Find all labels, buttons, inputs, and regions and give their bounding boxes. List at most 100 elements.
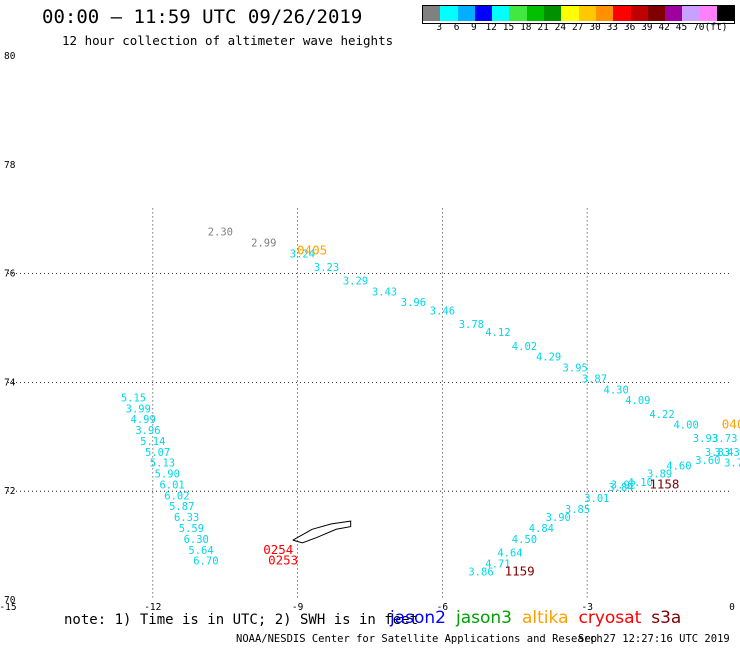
time-label: 0253 — [268, 553, 298, 568]
legend-swatch — [613, 6, 631, 21]
wave-height-label: 3.24 — [290, 248, 315, 260]
legend-swatch — [578, 6, 596, 21]
wave-height-label: 4.22 — [649, 409, 674, 421]
legend-swatch — [699, 6, 718, 21]
satellite-s3a: s3a — [651, 608, 682, 628]
legend-swatch — [474, 6, 493, 21]
wave-height-label: 3.43 — [715, 447, 740, 459]
wave-height-label: 4.30 — [604, 384, 629, 396]
legend-label: 18 — [520, 22, 532, 33]
legend-swatch — [595, 6, 614, 21]
wave-height-label: 3.87 — [582, 373, 607, 385]
satellite-key: jason2 jason3 altika cryosat s3a — [390, 608, 691, 628]
legend-label: 45 — [675, 22, 688, 33]
x-tick-label: -9 — [292, 602, 304, 613]
legend-swatch — [665, 6, 683, 21]
wave-height-label: 3.83 — [705, 447, 730, 459]
legend-swatch — [423, 6, 441, 21]
map-subtitle: 12 hour collection of altimeter wave hei… — [62, 33, 394, 48]
wave-height-label: 3.93 — [693, 433, 718, 445]
wave-height-label: 3.78 — [459, 319, 484, 331]
wave-height-label: 3.96 — [135, 425, 160, 437]
wave-height-label: 3.46 — [430, 305, 455, 317]
legend-swatch — [630, 6, 648, 21]
y-tick-label: 74 — [4, 377, 16, 388]
wave-height-label: 3.72 — [724, 458, 740, 470]
wave-height-label: 4.29 — [536, 352, 561, 364]
wave-height-label: 4.99 — [130, 414, 155, 426]
legend-swatch — [717, 6, 735, 21]
legend-label: 15 — [502, 22, 515, 33]
wave-height-label: 2.99 — [251, 237, 276, 249]
legend-swatch — [509, 6, 527, 21]
wave-height-label: 4.02 — [512, 341, 537, 353]
wave-height-label: 4.09 — [625, 395, 650, 407]
color-legend-labels: 3 6 9 12 15 18 21 24 27 30 33 36 39 42 45 70 (ft) — [422, 22, 740, 36]
legend-label: 39 — [641, 22, 653, 33]
wave-height-label: 3.96 — [401, 297, 426, 309]
wave-height-label: 3.60 — [695, 455, 720, 467]
wave-height-label: 3.73 — [712, 433, 737, 445]
wave-height-label: 3.89 — [647, 469, 672, 481]
legend-label: 70 — [693, 22, 705, 33]
wave-height-label: 5.13 — [150, 458, 175, 470]
legend-label: 24 — [554, 22, 567, 33]
wave-height-label: 5.90 — [155, 469, 180, 481]
wave-height-label: 6.70 — [193, 556, 218, 568]
legend-swatch — [647, 6, 666, 21]
legend-label: 33 — [606, 22, 619, 33]
wave-height-label: 2.30 — [208, 227, 233, 239]
y-tick-label: 76 — [4, 269, 16, 280]
wave-height-label: 6.01 — [159, 479, 184, 491]
color-legend — [422, 5, 736, 24]
legend-label: 36 — [623, 22, 636, 33]
legend-label: 9 — [471, 22, 477, 33]
legend-label: 42 — [658, 22, 670, 33]
legend-swatch — [492, 6, 510, 21]
y-tick-label: 70 — [4, 595, 16, 606]
wave-height-label: 3.92 — [611, 479, 636, 491]
coastline-outline — [292, 520, 352, 544]
legend-swatch — [457, 6, 475, 21]
legend-label: 21 — [537, 22, 549, 33]
wave-height-label: 5.15 — [121, 392, 146, 404]
legend-swatch — [526, 6, 545, 21]
wave-height-label: 3.23 — [314, 262, 339, 274]
wave-height-label: 3.90 — [546, 512, 571, 524]
legend-swatch — [440, 6, 458, 21]
y-tick-label: 80 — [4, 51, 16, 62]
legend-swatch — [544, 6, 562, 21]
wave-height-label: 4.84 — [529, 523, 554, 535]
wave-height-label: 4.10 — [628, 477, 653, 489]
wave-height-label: 5.14 — [140, 436, 165, 448]
legend-label: 27 — [571, 22, 584, 33]
wave-height-label: 6.33 — [174, 512, 199, 524]
wave-height-label: 3.85 — [565, 504, 590, 516]
satellite-jason2: jason2 — [390, 608, 446, 628]
footnote: note: 1) Time is in UTC; 2) SWH is in fe… — [64, 612, 419, 628]
legend-label: 3 — [436, 22, 443, 33]
legend-label: 6 — [453, 22, 460, 33]
wave-height-label: 4.60 — [666, 460, 691, 472]
wave-height-label: 3.84 — [608, 482, 633, 494]
x-tick-label: -6 — [437, 602, 449, 613]
wave-height-label: 3.99 — [126, 403, 151, 415]
wave-height-label: 6.02 — [164, 490, 189, 502]
wave-height-label: 3.86 — [468, 567, 493, 579]
legend-label: 30 — [589, 22, 601, 33]
wave-height-label: 4.64 — [497, 547, 522, 559]
satellite-jason3: jason3 — [456, 608, 512, 628]
time-label: 0405 — [297, 243, 327, 258]
wave-height-label: 6.30 — [184, 534, 209, 546]
wave-height-label: 3.95 — [562, 363, 587, 375]
wave-height-label: 3.29 — [343, 275, 368, 287]
map-title: 00:00 – 11:59 UTC 09/26/2019 — [42, 6, 363, 28]
time-label: 0404 — [722, 417, 740, 432]
x-tick-label: 0 — [729, 602, 735, 613]
wave-height-label: 5.07 — [145, 447, 170, 459]
wave-height-label: 4.71 — [485, 558, 510, 570]
wave-height-label: 3.43 — [372, 286, 397, 298]
time-label: 0254 — [263, 542, 293, 557]
wave-height-label: 3.01 — [584, 493, 609, 505]
legend-label: (ft) — [704, 22, 728, 33]
